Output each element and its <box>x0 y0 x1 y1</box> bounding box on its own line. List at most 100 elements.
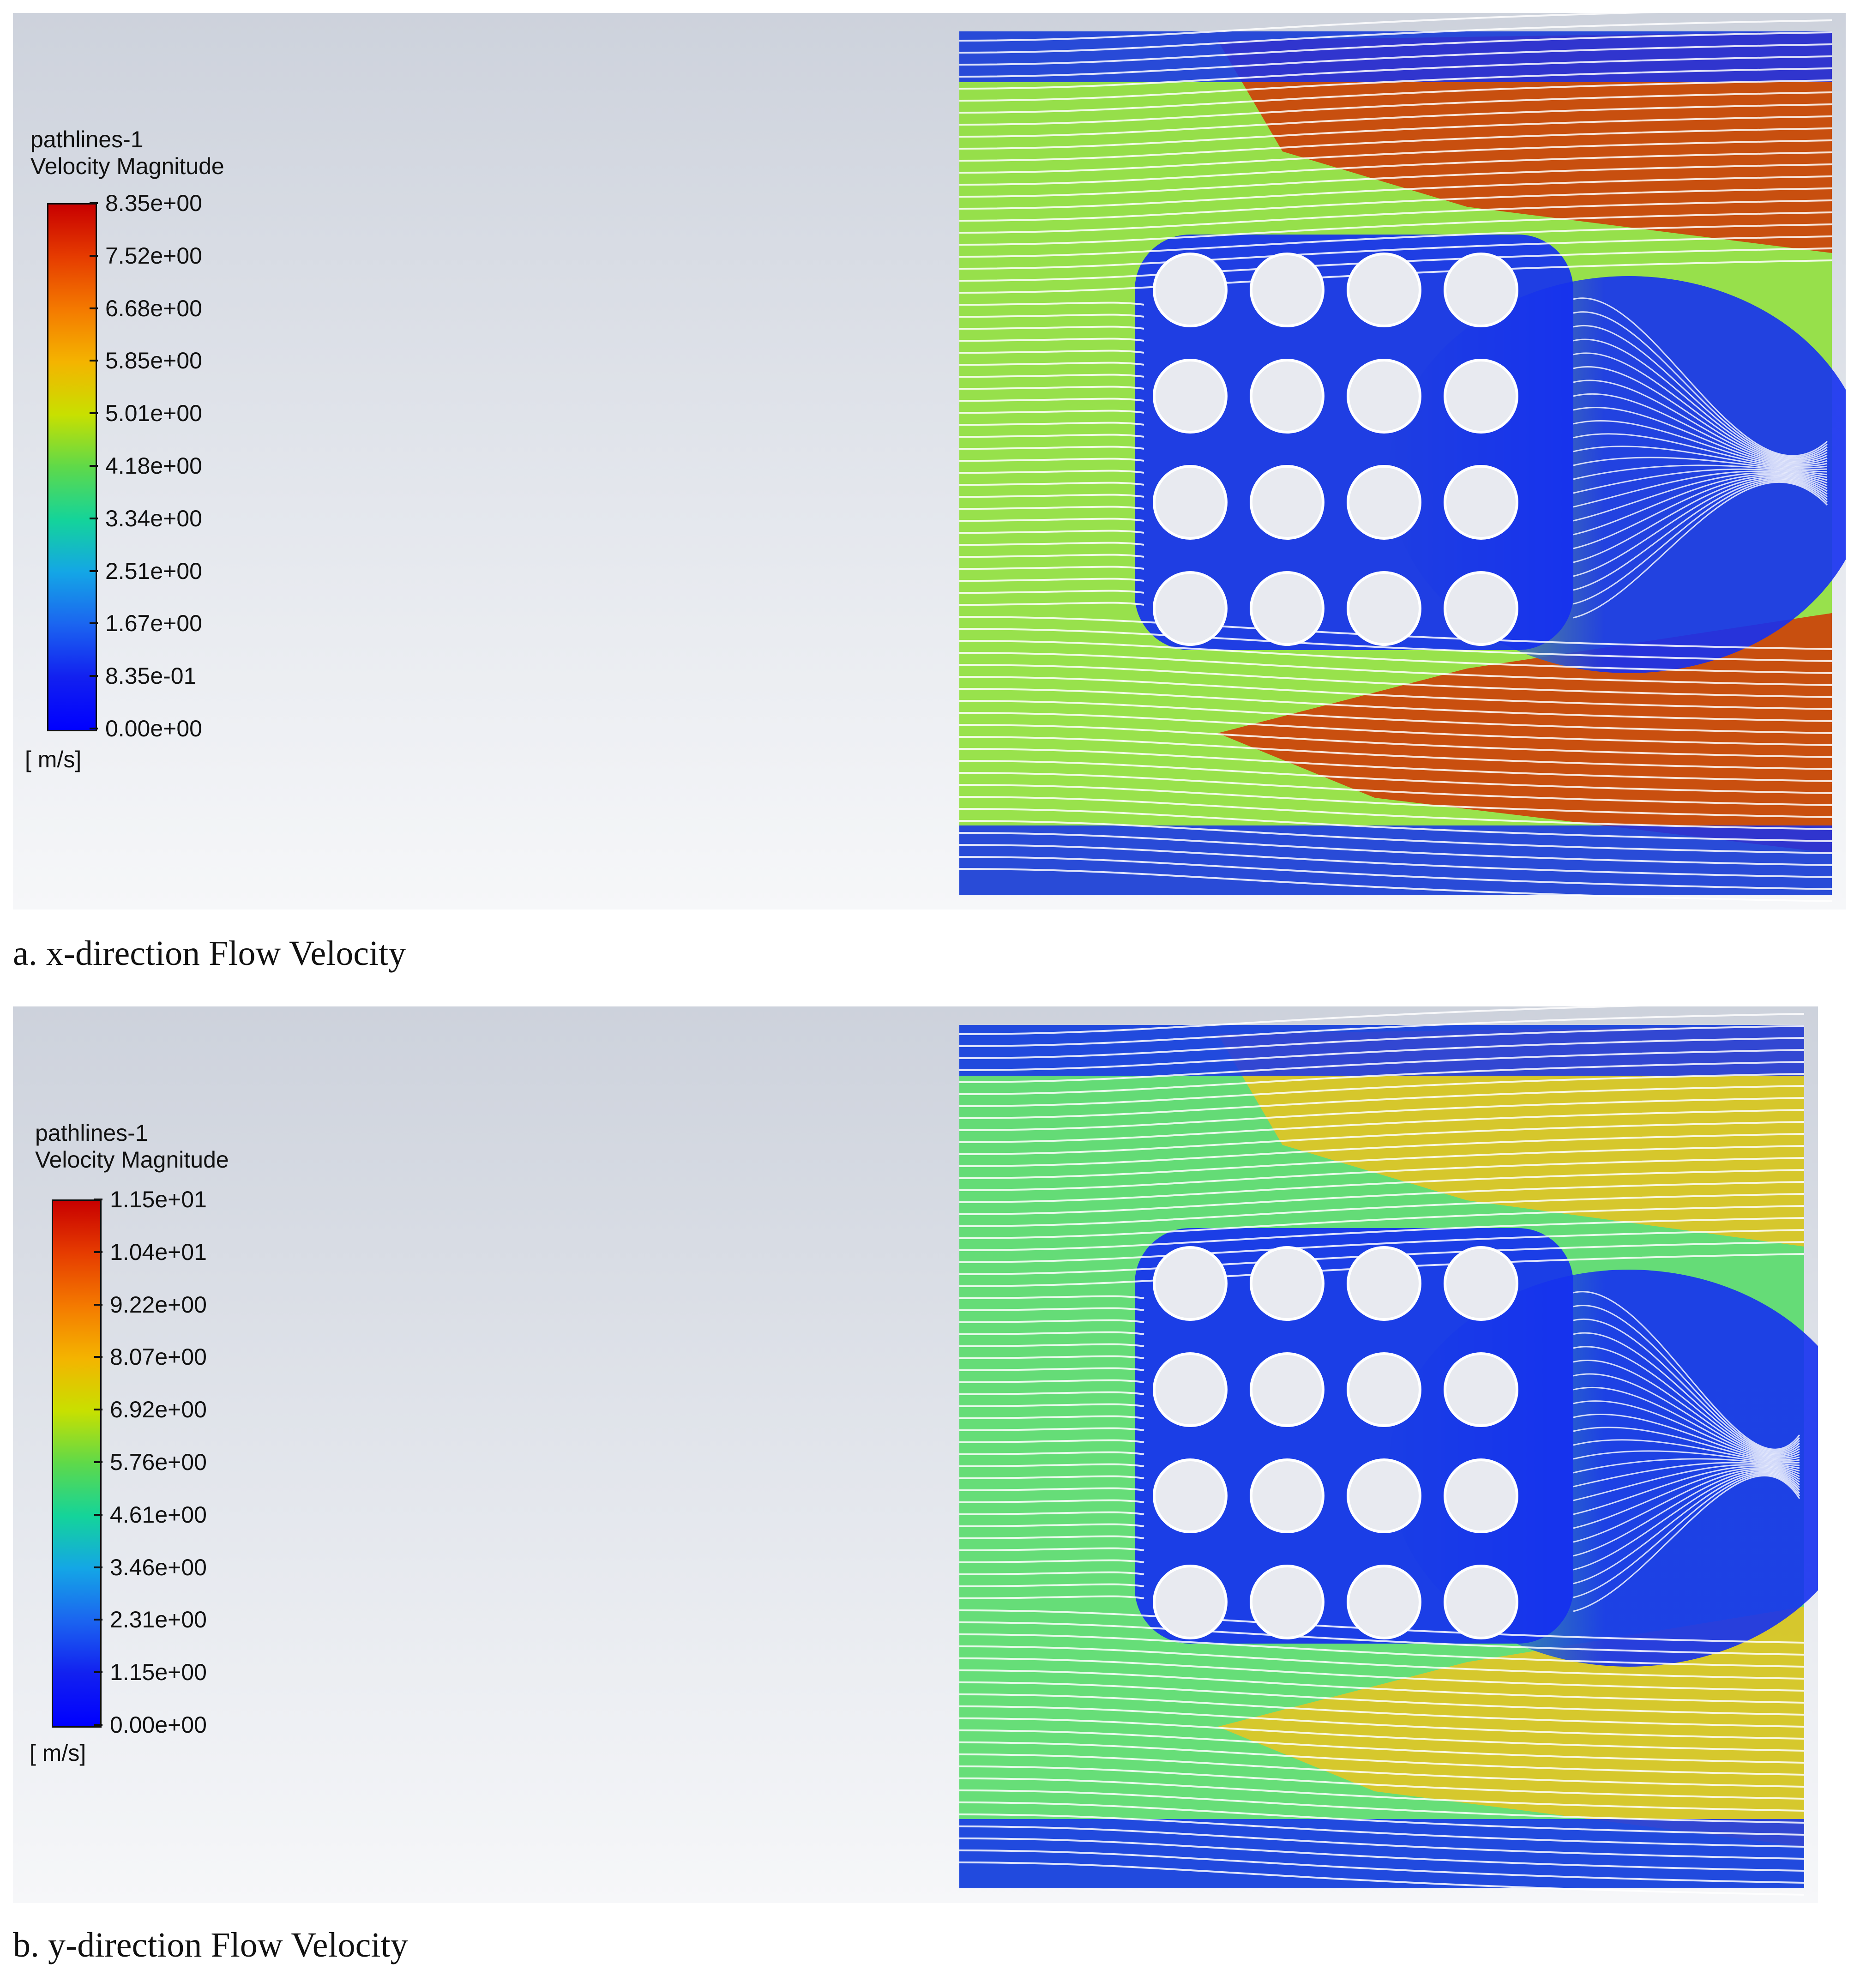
panel-b-pathline-plot <box>959 1006 1818 1896</box>
colorbar-tick-label: 2.51e+00 <box>105 558 202 584</box>
pathline <box>959 542 1144 546</box>
colorbar-tick <box>90 360 98 362</box>
wake-pathline <box>1573 468 1828 494</box>
tube-cylinder <box>1153 571 1228 646</box>
pathline <box>959 482 1144 486</box>
pathline <box>959 79 1832 114</box>
colorbar-tick <box>90 307 98 309</box>
pathline <box>959 1451 1144 1455</box>
tube-cylinder <box>1347 1352 1421 1427</box>
pathline <box>959 796 1832 830</box>
pathline <box>959 530 1144 534</box>
pathline <box>959 43 1832 78</box>
pathline <box>959 1657 1805 1692</box>
pathline <box>959 736 1832 770</box>
colorbar-tick <box>90 622 98 625</box>
wake-pathline <box>1573 1469 1800 1543</box>
pathline <box>959 1073 1805 1107</box>
pathline <box>959 1571 1144 1575</box>
pathline <box>959 1777 1805 1812</box>
pathline <box>959 1595 1144 1599</box>
pathline <box>959 434 1144 438</box>
pathline <box>959 1825 1805 1860</box>
pathline <box>959 1693 1805 1728</box>
colorbar-tick <box>94 1513 102 1516</box>
wake-pathline <box>1573 1472 1800 1584</box>
wake-pathline <box>1573 1470 1800 1557</box>
pathline <box>959 19 1832 54</box>
pathline <box>959 566 1144 570</box>
pathline <box>959 458 1144 462</box>
pathline <box>959 1331 1144 1335</box>
colorbar-tick <box>94 1671 102 1674</box>
panel-b-colorbar <box>52 1199 102 1728</box>
wake-pathline <box>1573 1318 1800 1453</box>
pathline <box>959 1181 1805 1215</box>
pathline <box>959 808 1832 842</box>
panel-a-unit-label: [ m/s] <box>25 747 82 772</box>
wake-pathline <box>1573 1360 1800 1457</box>
pathline <box>959 1801 1805 1836</box>
pathline <box>959 1837 1805 1872</box>
wake-pathline <box>1573 475 1828 549</box>
tube-cylinder <box>1153 253 1228 327</box>
tube-cylinder <box>1250 465 1324 540</box>
wake-pathline <box>1573 338 1828 460</box>
wake-pathline <box>1573 1332 1800 1454</box>
pathline <box>959 1133 1805 1167</box>
pathline <box>959 772 1832 806</box>
pathline <box>959 1583 1144 1587</box>
tube-cylinder <box>1250 253 1324 327</box>
pathline <box>959 748 1832 782</box>
pathline <box>959 223 1832 258</box>
colorbar-tick <box>94 1251 102 1253</box>
pathline <box>959 1523 1144 1527</box>
pathline <box>959 518 1144 522</box>
pathline <box>959 640 1832 674</box>
pathline <box>959 1061 1805 1095</box>
pathline <box>959 187 1832 222</box>
tube-cylinder <box>1347 465 1421 540</box>
pathline <box>959 1379 1144 1383</box>
pathline <box>959 1813 1805 1848</box>
pathline <box>959 1789 1805 1824</box>
colorbar-tick-label: 8.35e-01 <box>105 663 197 689</box>
pathline <box>959 1765 1805 1800</box>
wake-pathline <box>1573 476 1828 563</box>
tube-cylinder <box>1153 1565 1228 1639</box>
colorbar-tick-label: 4.61e+00 <box>110 1501 207 1528</box>
wake-pathline <box>1573 1413 1800 1462</box>
pathline <box>959 313 1144 318</box>
pathline <box>959 1439 1144 1443</box>
pathline <box>959 151 1832 186</box>
tube-cylinder <box>1153 1246 1228 1321</box>
pathline <box>959 1403 1144 1407</box>
pathline <box>959 494 1144 498</box>
colorbar-tick-label: 7.52e+00 <box>105 242 202 269</box>
wake-pathline <box>1573 1450 1800 1469</box>
tube-cylinder <box>1347 1458 1421 1533</box>
pathline <box>959 55 1832 90</box>
colorbar-tick <box>90 517 98 519</box>
pathline <box>959 1753 1805 1788</box>
colorbar-tick-label: 5.85e+00 <box>105 348 202 374</box>
tube-cylinder <box>1153 359 1228 434</box>
tube-cylinder <box>1444 1246 1518 1321</box>
wake-pathline <box>1573 1439 1800 1466</box>
pathline <box>959 1097 1805 1131</box>
pathline <box>959 13 1659 42</box>
tube-cylinder <box>1444 1458 1518 1533</box>
pathline <box>959 1145 1805 1179</box>
wake-pathline <box>1573 325 1828 459</box>
pathline <box>959 1343 1144 1347</box>
lower-jet-region <box>1218 613 1832 853</box>
tube-cylinder <box>1153 465 1228 540</box>
panel-b-unit-label: [ m/s] <box>30 1740 86 1766</box>
panel-a-figure: pathlines-1 Velocity Magnitude [ m/s] 8.… <box>13 13 1846 910</box>
pathline <box>959 1006 1640 1035</box>
wake-pathline <box>1573 446 1828 473</box>
pathline <box>959 1085 1805 1119</box>
pathline <box>959 470 1144 474</box>
pathline <box>959 446 1144 450</box>
pathline <box>959 199 1832 234</box>
